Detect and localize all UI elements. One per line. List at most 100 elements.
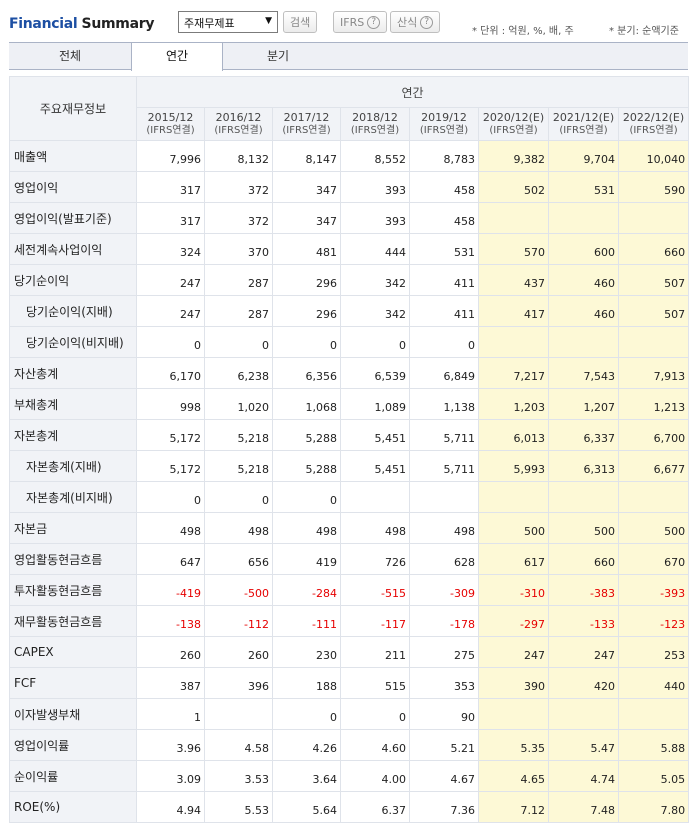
value-cell: 5.88	[617, 729, 690, 761]
value-cell: 247	[136, 264, 205, 296]
table-row: 투자활동현금흐름 -419 -500 -284 -515 -309 -310 -383 -393	[9, 574, 690, 606]
value-cell: -500	[204, 574, 273, 606]
basis-label: (IFRS연결)	[419, 125, 469, 136]
row-label: 영업이익	[9, 171, 137, 203]
value-cell: 5,172	[136, 450, 205, 482]
year-label: 2020/12(E)	[482, 111, 545, 124]
statement-type-value: 주재무제표	[184, 17, 235, 30]
value-cell: 656	[204, 543, 273, 575]
search-button[interactable]: 검색	[283, 11, 318, 33]
value-cell: 411	[409, 295, 479, 327]
value-cell: 393	[340, 171, 410, 203]
value-cell: 458	[409, 171, 479, 203]
value-cell: 324	[136, 233, 205, 265]
value-cell: 7.36	[409, 791, 479, 823]
value-cell: 5.53	[204, 791, 273, 823]
chevron-down-icon: ▼	[265, 16, 272, 26]
row-label: 영업활동현금흐름	[9, 543, 137, 575]
value-cell	[548, 326, 619, 358]
value-cell: 390	[478, 667, 549, 699]
value-cell	[204, 698, 273, 730]
value-cell: 4.67	[409, 760, 479, 792]
table-row: 부채총계 998 1,020 1,068 1,089 1,138 1,203 1,207 1,2…	[9, 388, 690, 420]
value-cell: 393	[340, 202, 410, 234]
value-cell: 317	[136, 202, 205, 234]
value-cell: 444	[340, 233, 410, 265]
table-row: 자본총계(지배) 5,172 5,218 5,288 5,451 5,711 5,993 6,…	[9, 450, 690, 482]
value-cell: 5,711	[409, 450, 479, 482]
formula-help-button[interactable]: 산식 ?	[390, 11, 441, 33]
value-cell: 531	[409, 233, 479, 265]
value-cell: -112	[204, 605, 273, 637]
year-label: 2022/12(E)	[622, 111, 685, 124]
value-cell: 3.09	[136, 760, 205, 792]
value-cell: 0	[136, 481, 205, 513]
value-cell: 6,849	[409, 357, 479, 389]
value-cell: 458	[409, 202, 479, 234]
year-header: 2019/12 (IFRS연결)	[409, 107, 479, 141]
value-cell	[478, 698, 549, 730]
value-cell	[478, 326, 549, 358]
value-cell	[409, 481, 479, 513]
table-row: 자본총계 5,172 5,218 5,288 5,451 5,711 6,013 6,337 6…	[9, 419, 690, 451]
tab-all[interactable]: 전체	[58, 49, 82, 63]
value-cell: 500	[617, 512, 690, 544]
ifrs-button-label: IFRS	[340, 15, 365, 29]
tab-annual[interactable]: 연간	[131, 43, 223, 71]
table-row: 순이익률 3.09 3.53 3.64 4.00 4.67 4.65 4.74 5.05	[9, 760, 690, 792]
value-cell: 481	[272, 233, 341, 265]
row-label: ROE(%)	[9, 791, 137, 823]
value-cell: 253	[617, 636, 690, 668]
value-cell: 296	[272, 264, 341, 296]
value-cell: 1,068	[272, 388, 341, 420]
brand-summary: Summary	[81, 16, 155, 32]
value-cell: 0	[272, 698, 341, 730]
statement-type-select[interactable]: 주재무제표 ▼	[178, 11, 278, 33]
value-cell: 5.05	[617, 760, 690, 792]
row-label: 자산총계	[9, 357, 137, 389]
value-cell: 570	[478, 233, 549, 265]
value-cell: -123	[617, 605, 690, 637]
row-label: 당기순이익(지배)	[9, 295, 137, 327]
value-cell	[617, 481, 690, 513]
ifrs-help-button[interactable]: IFRS ?	[333, 11, 388, 33]
row-label: 영업이익률	[9, 729, 137, 761]
value-cell: 660	[548, 543, 619, 575]
value-cell: -383	[548, 574, 619, 606]
value-cell	[548, 481, 619, 513]
value-cell	[340, 481, 410, 513]
value-cell: 0	[204, 326, 273, 358]
value-cell: 247	[478, 636, 549, 668]
tab-quarterly[interactable]: 분기	[266, 49, 290, 63]
value-cell: 507	[617, 264, 690, 296]
table-row: 세전계속사업이익 324 370 481 444 531 570 600 660	[9, 233, 690, 265]
basis-label: (IFRS연결)	[146, 125, 195, 136]
value-cell: 247	[548, 636, 619, 668]
row-label: CAPEX	[9, 636, 137, 668]
value-cell: 420	[548, 667, 619, 699]
value-cell: 8,147	[272, 140, 341, 172]
value-cell: 296	[272, 295, 341, 327]
value-cell: 5.47	[548, 729, 619, 761]
value-cell: -284	[272, 574, 341, 606]
value-cell: 5.35	[478, 729, 549, 761]
value-cell: 396	[204, 667, 273, 699]
value-cell: 437	[478, 264, 549, 296]
row-label: 재무활동현금흐름	[9, 605, 137, 637]
value-cell: 6,337	[548, 419, 619, 451]
value-cell	[478, 481, 549, 513]
value-cell: 5,218	[204, 419, 273, 451]
value-cell: 5.64	[272, 791, 341, 823]
value-cell: 590	[617, 171, 690, 203]
table-row: 당기순이익(지배) 247 287 296 342 411 417 460 507	[9, 295, 690, 327]
year-header: 2015/12 (IFRS연결)	[136, 107, 205, 141]
value-cell: 440	[617, 667, 690, 699]
value-cell: 6,013	[478, 419, 549, 451]
value-cell: 353	[409, 667, 479, 699]
value-cell: 726	[340, 543, 410, 575]
value-cell: 460	[548, 264, 619, 296]
value-cell: 4.00	[340, 760, 410, 792]
basis-label: (IFRS연결)	[559, 125, 608, 136]
help-icon: ?	[420, 15, 434, 29]
value-cell: 370	[204, 233, 273, 265]
